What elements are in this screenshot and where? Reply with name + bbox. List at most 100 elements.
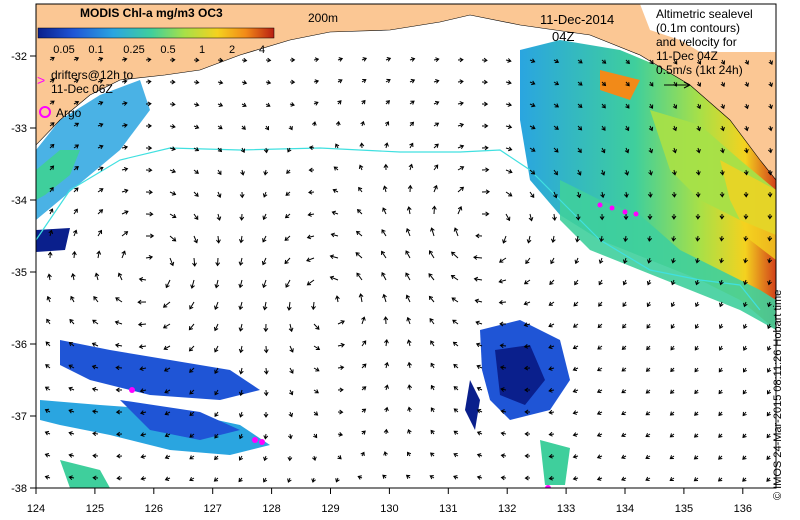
velocity-arrow [649,81,654,87]
velocity-arrow [193,235,199,244]
velocity-arrow [672,125,678,132]
velocity-arrow [68,431,75,436]
velocity-arrow [188,323,195,331]
velocity-arrow [289,345,294,353]
velocity-arrow [523,279,531,285]
velocity-arrow [523,301,531,306]
velocity-arrow [718,455,723,460]
velocity-arrow [238,389,244,397]
velocity-arrow [481,167,490,173]
velocity-arrow [433,57,440,62]
velocity-arrow [97,209,104,215]
velocity-arrow [91,342,99,347]
legend: > drifters@12h to 11-Dec 06Z Argo [37,68,134,120]
velocity-arrow [313,323,320,330]
velocity-arrow [406,316,411,325]
velocity-arrow [476,408,483,414]
lon-tick-label: 132 [498,503,516,515]
velocity-arrow [577,103,583,109]
velocity-arrow [624,169,630,176]
velocity-arrow [97,229,103,237]
drifter-marker-icon: > [37,72,45,88]
velocity-arrow [115,409,123,415]
velocity-arrow [288,411,294,418]
velocity-arrow [645,476,651,481]
lon-tick-label: 129 [321,503,339,515]
velocity-arrow [720,59,726,65]
velocity-arrow [408,163,414,171]
velocity-arrow [313,57,320,63]
velocity-arrow [625,103,630,109]
velocity-arrow [263,477,268,483]
velocity-arrow [548,366,555,371]
velocity-arrow [263,433,269,440]
velocity-arrow [767,301,772,308]
velocity-arrow [193,169,199,174]
velocity-arrow [476,364,483,370]
date-label: 11-Dec-2014 [540,12,614,27]
velocity-arrow [601,81,607,87]
velocity-arrow [548,453,555,459]
lon-tick-label: 134 [616,503,634,515]
velocity-arrow [121,101,128,106]
velocity-arrow [453,475,459,480]
velocity-arrow [742,411,747,417]
velocity-arrow [361,316,366,325]
velocity-arrow [214,367,219,375]
velocity-arrow [669,433,675,438]
velocity-arrow [116,453,123,459]
velocity-arrow [44,408,51,414]
velocity-arrow [473,276,483,282]
velocity-arrow [576,191,582,199]
velocity-arrow [596,454,603,459]
velocity-arrow [241,80,248,85]
velocity-arrow [598,257,604,264]
velocity-arrow [577,125,583,131]
velocity-arrow [529,102,536,108]
velocity-arrow [337,455,342,460]
velocity-arrow [599,235,604,243]
velocity-arrow [577,81,583,86]
velocity-arrow [720,103,725,110]
velocity-arrow [164,476,171,481]
velocity-arrow [598,279,603,286]
velocity-arrow [49,100,55,105]
velocity-arrow [452,341,459,347]
velocity-arrow [163,367,171,372]
velocity-arrow [238,301,244,311]
velocity-arrow [766,477,771,482]
lat-tick-label: -38 [11,483,27,495]
velocity-arrow [337,100,342,105]
velocity-arrow [742,345,748,351]
velocity-arrow [337,432,344,437]
velocity-arrow [169,191,177,196]
velocity-arrow [264,125,270,131]
velocity-arrow [453,363,459,369]
velocity-arrow [335,143,340,149]
velocity-arrow [553,125,559,130]
colorbar-gradient [37,27,275,39]
velocity-arrow [453,430,459,435]
velocity-arrow [45,364,51,369]
velocity-arrow [525,257,531,265]
velocity-arrow [97,166,104,171]
velocity-arrow [46,295,52,303]
colorbar-tick-label: 0.1 [88,44,103,56]
velocity-arrow [329,275,339,281]
velocity-arrow [596,410,603,416]
velocity-arrow [647,213,653,220]
velocity-arrow [263,169,268,176]
velocity-arrow [768,125,773,132]
velocity-arrow [97,144,104,150]
velocity-arrow [625,81,630,87]
velocity-arrow [476,386,483,392]
velocity-arrow [45,341,51,347]
velocity-arrow [337,320,345,325]
velocity-arrow [596,432,603,437]
velocity-arrow [284,213,291,219]
velocity-arrow [68,341,75,347]
velocity-arrow [744,103,749,110]
velocity-arrow [523,322,531,328]
velocity-arrow [695,279,700,286]
velocity-arrow [287,477,292,483]
